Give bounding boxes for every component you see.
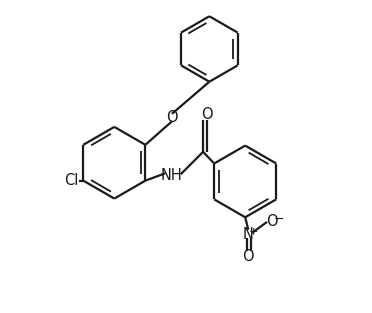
Text: N: N bbox=[243, 227, 254, 242]
Text: +: + bbox=[248, 227, 258, 237]
Text: O: O bbox=[243, 249, 254, 264]
Text: O: O bbox=[266, 214, 278, 229]
Text: Cl: Cl bbox=[64, 173, 78, 188]
Text: −: − bbox=[273, 213, 284, 226]
Text: NH: NH bbox=[161, 168, 183, 183]
Text: O: O bbox=[166, 110, 178, 125]
Text: O: O bbox=[201, 107, 213, 122]
